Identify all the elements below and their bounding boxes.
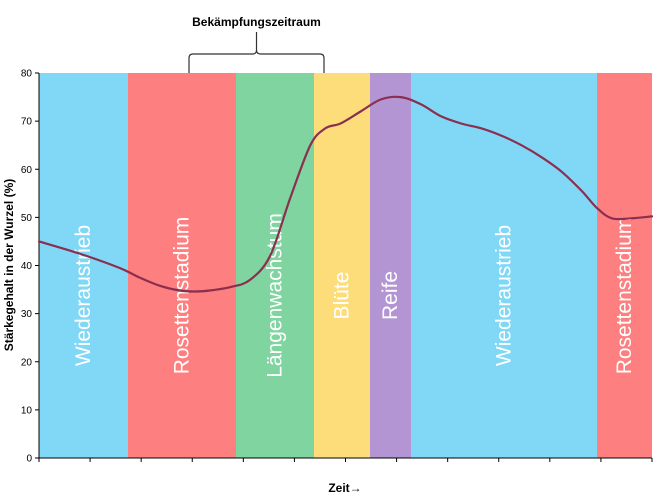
y-tick-label: 60 [21,165,33,176]
phase-label: Wiederaustrieb [72,225,95,366]
y-tick-label: 50 [21,213,33,224]
x-axis-title: Zeit→ [328,481,361,495]
y-tick-label: 20 [21,357,33,368]
phase-label: Längenwachstum [264,213,287,378]
phase-label: Rosettenstadium [171,217,194,375]
control-period-bracket [188,32,325,73]
phase-label: Blüte [331,272,354,320]
y-axis: 0 10 20 30 40 50 60 70 80 [21,69,40,465]
x-axis [38,457,653,462]
phase-band [597,73,652,458]
phase-label: Rosettenstadium [613,217,636,375]
phase-label: Reife [379,271,402,320]
y-tick-label: 0 [26,454,32,465]
series-line-starch [37,95,654,293]
y-tick-label: 10 [21,405,33,416]
phase-band [236,73,314,458]
annotation-group: Bekämpfungszeitraum [188,15,325,73]
phase-label: Wiederaustrieb [493,225,516,366]
phase-band [370,73,411,458]
series-layer [37,95,654,293]
phase-bands: Wiederaustrieb Rosettenstadium Längenwachs… [39,73,652,458]
annotation-label: Bekämpfungszeitraum [192,15,321,29]
phase-band [128,73,236,458]
y-tick-label: 40 [21,261,33,272]
axis-titles: Zeit→ Stärkegehalt in der Wurzel (%) [2,179,362,495]
y-tick-label: 80 [21,69,33,80]
y-tick-label: 30 [21,309,33,320]
y-axis-title: Stärkegehalt in der Wurzel (%) [2,179,16,351]
phase-band [314,73,370,458]
y-tick-label: 70 [21,117,33,128]
